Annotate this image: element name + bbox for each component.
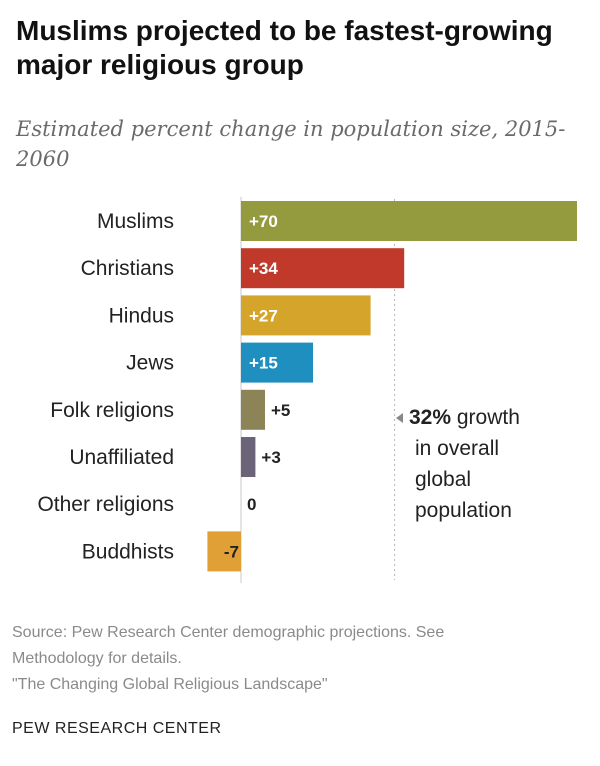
category-label-jews: Jews [126,352,174,375]
overall-growth-text: growth [451,406,520,429]
value-label-other-religions: 0 [247,495,256,514]
category-label-muslims: Muslims [97,210,174,233]
source-note: Source: Pew Research Center demographic … [12,620,592,698]
bar-buddhists [207,531,241,572]
value-label-folk-religions: +5 [271,401,290,420]
value-label-jews: +15 [249,354,278,373]
overall-growth-annotation: 32% growth in overall global population [396,402,586,526]
category-label-hindus: Hindus [109,304,174,327]
category-label-buddhists: Buddhists [82,540,174,563]
bar-jews [241,342,313,383]
source-line-2: Methodology for details. [12,650,182,667]
category-label-unaffiliated: Unaffiliated [69,446,174,469]
value-label-muslims: +70 [249,212,278,231]
source-line-3: "The Changing Global Religious Landscape… [12,676,328,693]
bar-hindus [241,295,371,336]
annotation-line-2: in overall [415,437,500,460]
publisher-brand: PEW RESEARCH CENTER [12,720,222,737]
bar-chart: Muslims +70 Christians +34 Hindus +27 Jews +15 F… [37,197,577,583]
bar-christians [241,248,405,289]
value-label-christians: +34 [249,259,278,278]
value-label-unaffiliated: +3 [261,448,280,467]
left-arrow-icon [396,413,403,424]
bar-folk-religions [241,389,265,430]
annotation-line-4: population [415,499,512,522]
chart-subtitle: Estimated percent change in population s… [16,117,566,171]
category-label-folk-religions: Folk religions [50,399,174,422]
bar-muslims [241,201,577,241]
category-label-christians: Christians [81,257,174,280]
annotation-line-3: global [415,468,472,491]
overall-growth-value: 32% [409,406,452,429]
chart-title: Muslims projected to be fastest-growing … [16,15,553,80]
category-label-other-religions: Other religions [37,493,174,516]
bar-unaffiliated [241,437,256,477]
source-line-1: Source: Pew Research Center demographic … [12,624,445,641]
value-label-buddhists: -7 [224,542,239,561]
value-label-hindus: +27 [249,306,278,325]
